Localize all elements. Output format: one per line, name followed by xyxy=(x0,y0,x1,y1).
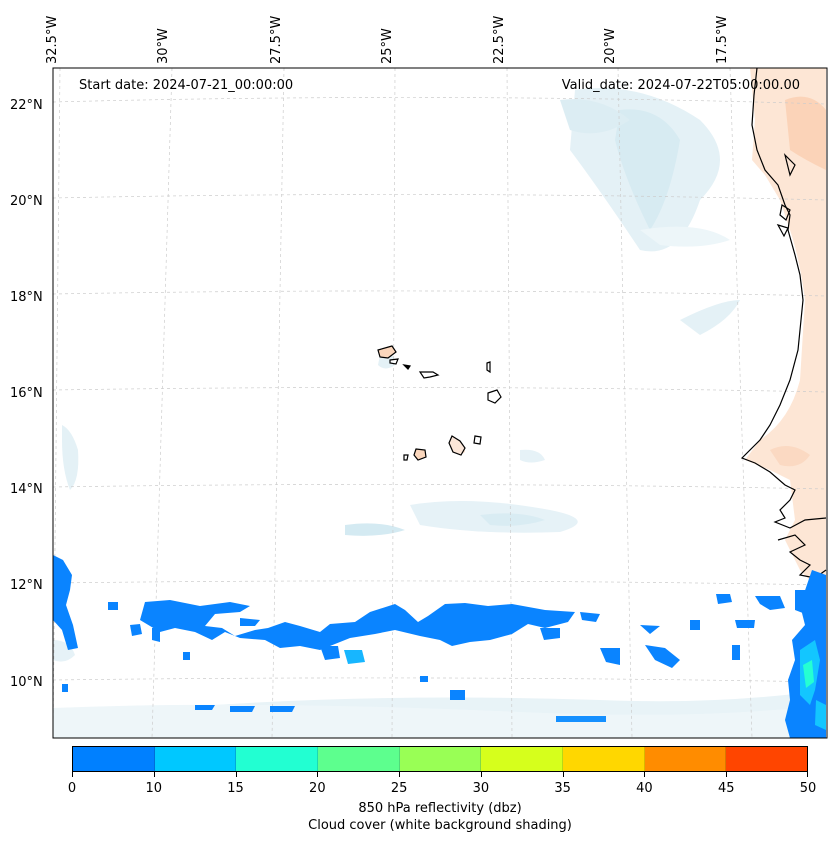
longitude-label: 17.5°W xyxy=(715,15,730,64)
colorbar xyxy=(72,746,808,772)
colorbar-tick-label: 45 xyxy=(717,781,735,796)
colorbar-tick-mark xyxy=(726,772,727,777)
colorbar-tick-mark xyxy=(72,772,73,777)
colorbar-tick-mark xyxy=(154,772,155,777)
longitude-label: 27.5°W xyxy=(269,15,284,64)
colorbar-segment xyxy=(563,747,645,771)
colorbar-tick-mark xyxy=(399,772,400,777)
colorbar-tick-mark xyxy=(236,772,237,777)
map-frame xyxy=(52,67,828,739)
longitude-label: 22.5°W xyxy=(492,15,507,64)
start-date-label: Start date: 2024-07-21_00:00:00 xyxy=(79,78,294,93)
colorbar-tick-label: 0 xyxy=(67,781,77,796)
colorbar-tick-label: 50 xyxy=(799,781,817,796)
longitude-label: 30°W xyxy=(156,28,171,64)
reflectivity-field xyxy=(53,555,826,738)
colorbar-sublabel: Cloud cover (white background shading) xyxy=(308,818,572,833)
colorbar-tick-label: 10 xyxy=(145,781,163,796)
latitude-label: 14°N xyxy=(10,482,43,497)
longitude-label: 32.5°W xyxy=(45,15,60,64)
colorbar-segment xyxy=(726,747,808,771)
colorbar-segment xyxy=(481,747,564,771)
colorbar-tick-label: 40 xyxy=(636,781,653,796)
latitude-label: 18°N xyxy=(10,290,43,305)
colorbar-tick-label: 20 xyxy=(309,781,326,796)
colorbar-tick-mark xyxy=(481,772,482,777)
colorbar-tick-mark xyxy=(563,772,564,777)
longitude-label: 25°W xyxy=(380,28,395,64)
latitude-label: 16°N xyxy=(10,386,43,401)
colorbar-segment xyxy=(236,747,319,771)
cloud-cover-shading xyxy=(53,88,826,738)
latitude-label: 20°N xyxy=(10,194,43,209)
colorbar-tick-label: 30 xyxy=(472,781,490,796)
colorbar-label: 850 hPa reflectivity (dbz) xyxy=(358,801,522,816)
colorbar-tick-label: 25 xyxy=(390,781,408,796)
longitude-label: 20°W xyxy=(603,28,618,64)
colorbar-tick-mark xyxy=(317,772,318,777)
colorbar-segment xyxy=(644,747,727,771)
colorbar-segment xyxy=(73,747,155,771)
latitude-label: 22°N xyxy=(10,98,43,113)
cape-verde-islands xyxy=(377,345,502,461)
colorbar-segment xyxy=(154,747,237,771)
latitude-label: 10°N xyxy=(10,675,43,690)
valid-date-label: Valid_date: 2024-07-22T05:00:00.00 xyxy=(561,78,800,93)
colorbar-tick-mark xyxy=(807,772,808,777)
colorbar-tick-mark xyxy=(644,772,645,777)
colorbar-tick-label: 35 xyxy=(554,781,571,796)
colorbar-segment xyxy=(399,747,482,771)
latitude-label: 12°N xyxy=(10,578,43,593)
colorbar-segment xyxy=(318,747,400,771)
colorbar-tick-label: 15 xyxy=(227,781,244,796)
